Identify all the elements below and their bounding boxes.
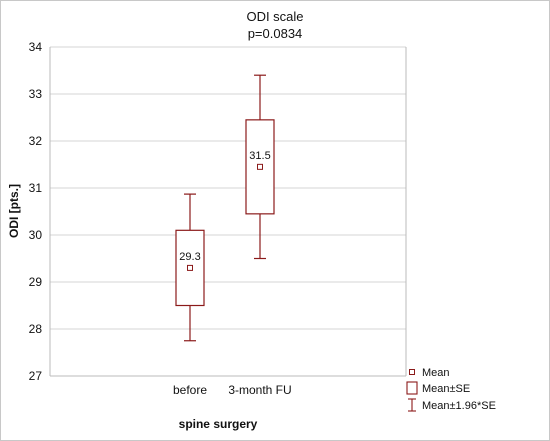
legend-item-whisker: Mean±1.96*SE — [408, 398, 496, 412]
legend-box-marker — [406, 381, 418, 395]
legend-label: Mean±SE — [422, 383, 470, 395]
chart-title: ODI scale — [246, 9, 303, 24]
box-group: 29.3 — [175, 193, 205, 342]
legend: Mean Mean±SE Mean±1.96*SE — [406, 367, 496, 412]
legend-label: Mean±1.96*SE — [422, 400, 496, 412]
x-tick-label: 3-month FU — [228, 383, 291, 397]
legend-mean-marker — [409, 369, 415, 375]
y-tick-label: 31 — [29, 181, 43, 195]
x-axis-ticks: before 3-month FU — [173, 383, 292, 397]
chart-marks: 29.3 31.5 — [175, 74, 275, 342]
box-group: 31.5 — [245, 74, 275, 260]
y-tick-label: 27 — [29, 369, 43, 383]
x-tick-label: before — [173, 383, 207, 397]
y-axis-ticks: 27 28 29 30 31 32 33 34 — [29, 40, 43, 383]
y-tick-label: 28 — [29, 322, 43, 336]
y-tick-label: 34 — [29, 40, 43, 54]
y-tick-label: 33 — [29, 87, 43, 101]
legend-item-box: Mean±SE — [406, 381, 470, 395]
mean-data-label: 29.3 — [179, 251, 200, 263]
y-tick-label: 30 — [29, 228, 43, 242]
mean-marker — [187, 264, 193, 271]
legend-label: Mean — [422, 367, 450, 379]
mean-data-label: 31.5 — [249, 150, 270, 162]
y-axis-title: ODI [pts.] — [7, 184, 21, 238]
legend-item-mean: Mean — [409, 367, 450, 379]
grid-lines — [49, 46, 407, 377]
y-tick-label: 29 — [29, 275, 43, 289]
y-tick-label: 32 — [29, 134, 43, 148]
x-axis-title: spine surgery — [179, 417, 258, 431]
mean-marker — [257, 163, 263, 170]
chart-subtitle: p=0.0834 — [248, 26, 303, 41]
